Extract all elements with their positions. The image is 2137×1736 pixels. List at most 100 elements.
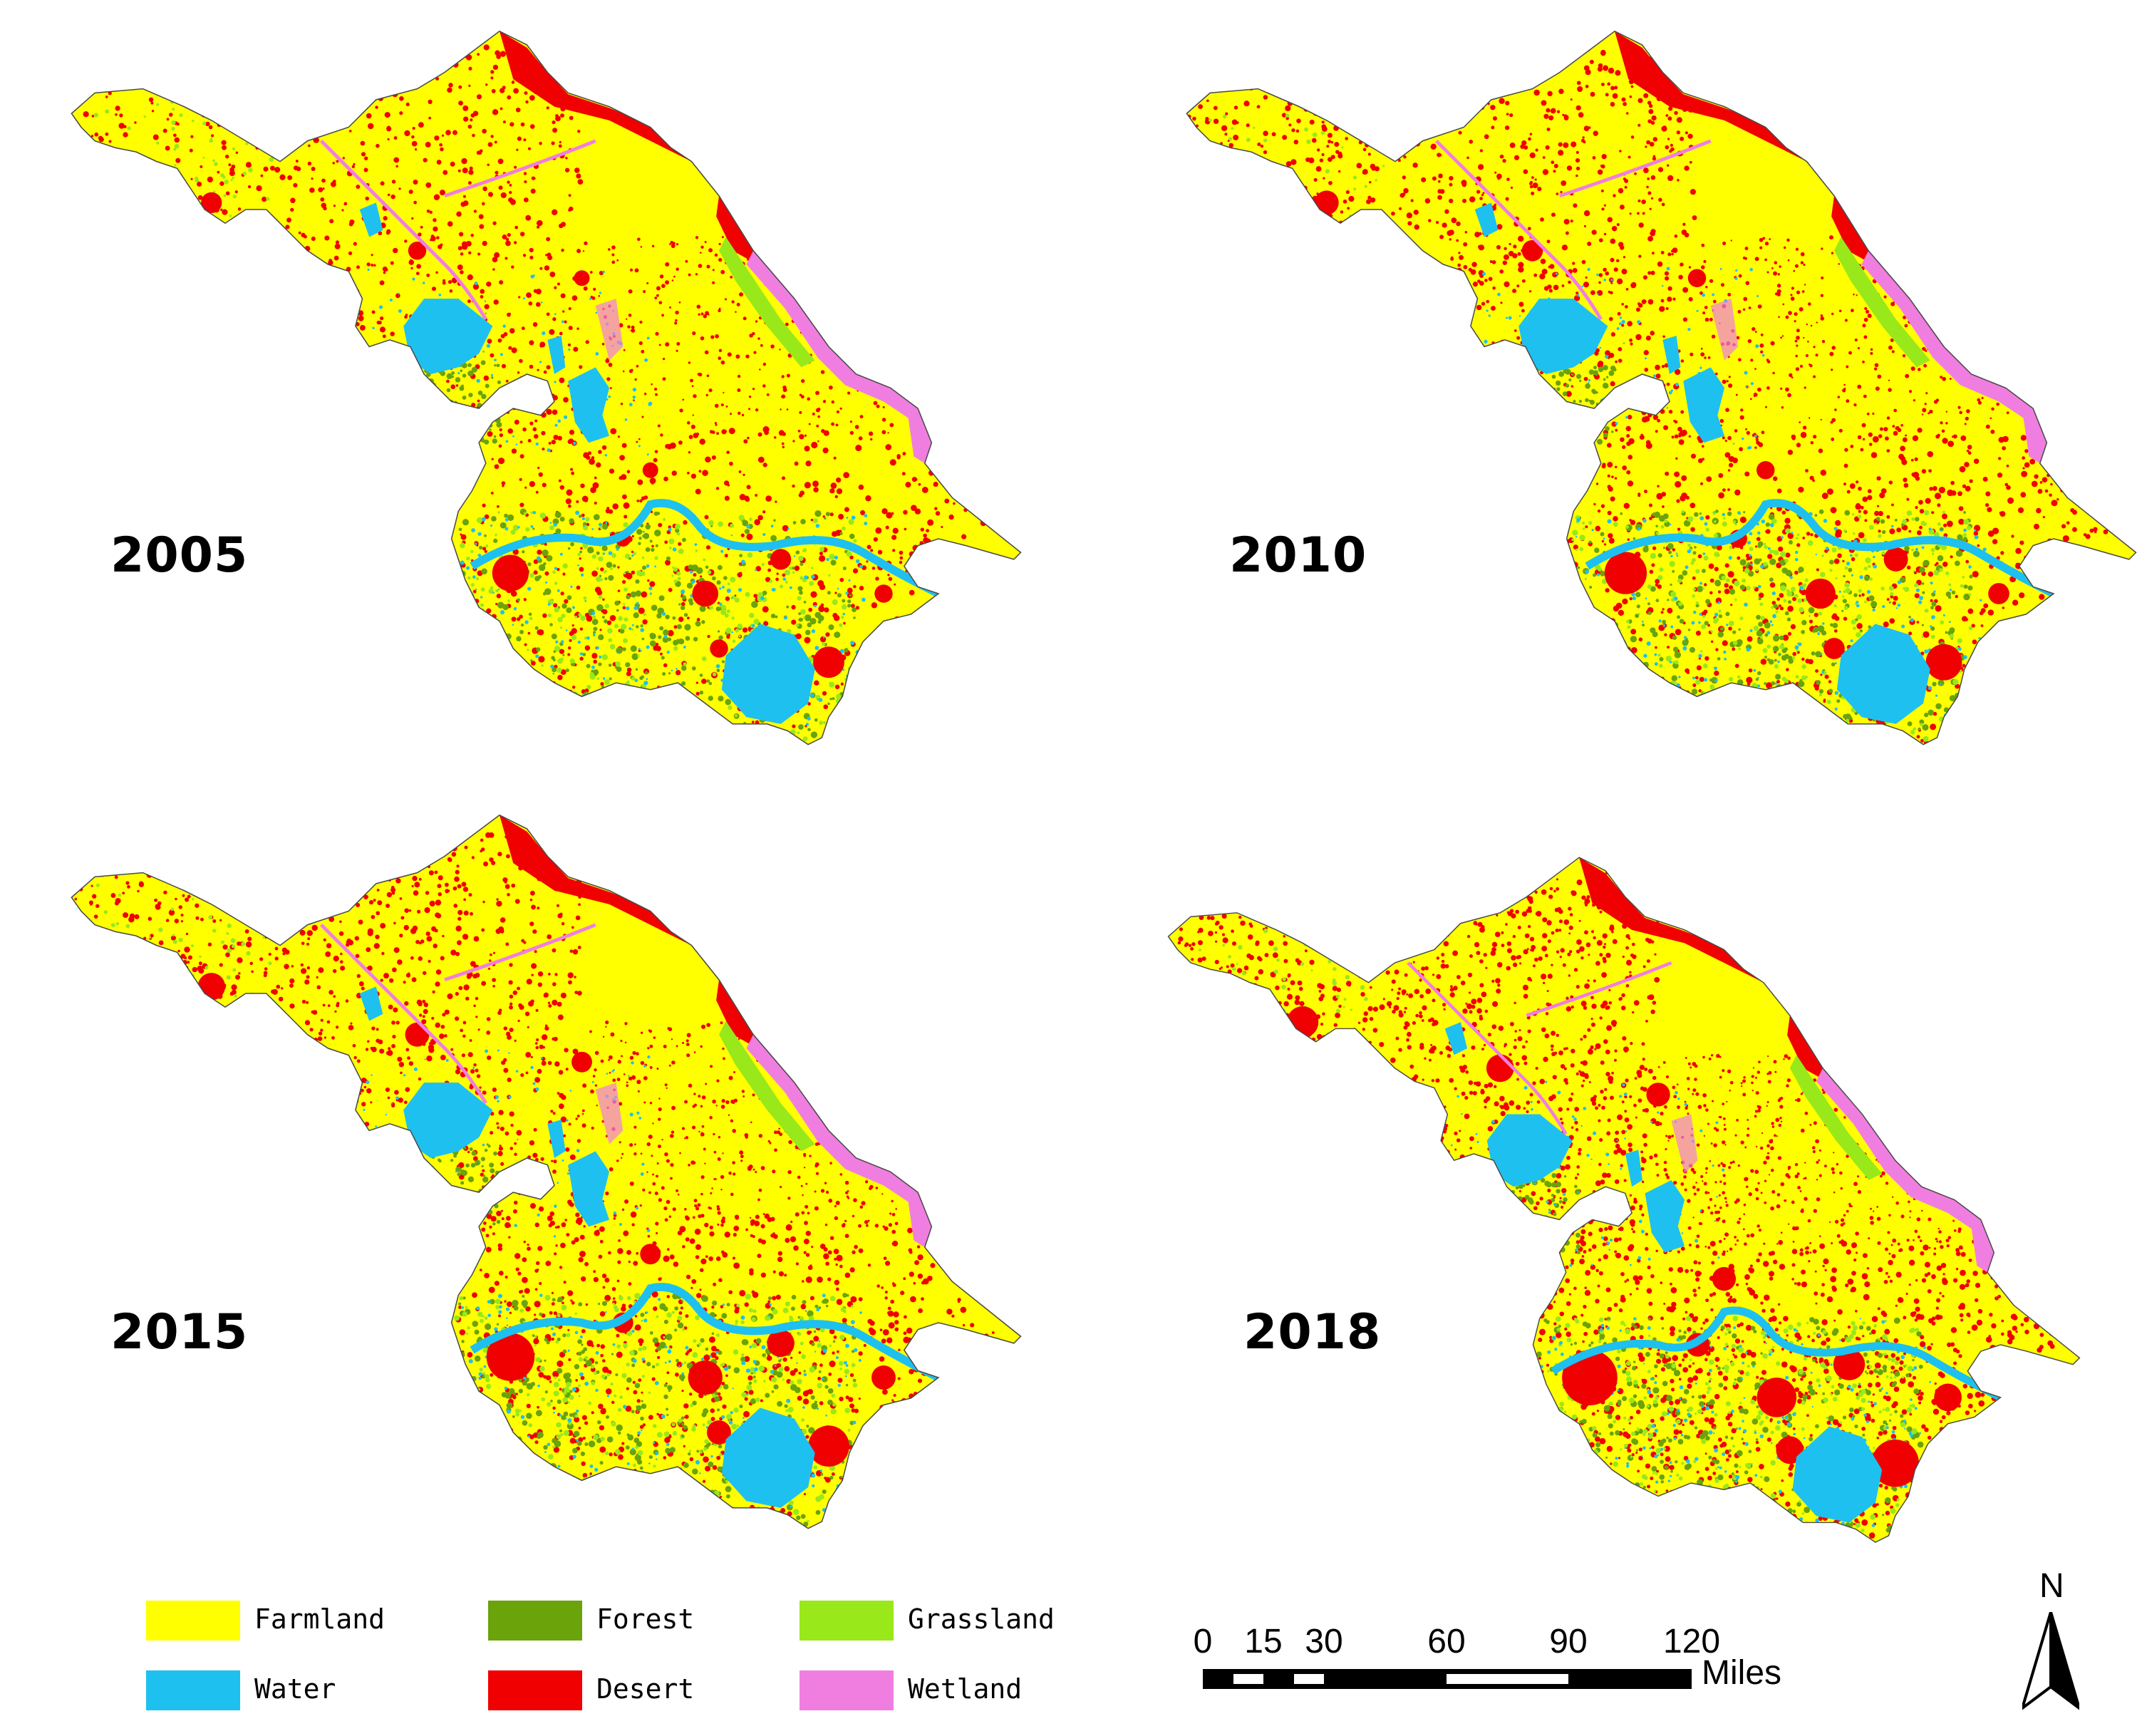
urban-cluster (1646, 1083, 1670, 1107)
scale-tick-label: 15 (1244, 1623, 1283, 1660)
canal (1559, 139, 1712, 198)
map-panel-2018: 2018 (1154, 848, 2137, 1611)
lake (547, 1120, 566, 1158)
canal (1526, 961, 1672, 1018)
urban-cluster (1883, 547, 1908, 572)
urban-cluster (692, 580, 719, 607)
urban-cluster (1604, 552, 1647, 594)
urban-cluster (1823, 638, 1845, 659)
province-landcover-map (1186, 30, 2137, 745)
urban-cluster (201, 192, 222, 214)
legend-label: Desert (596, 1673, 695, 1705)
province-landcover-map (1167, 857, 2081, 1544)
urban-cluster (1956, 1419, 1992, 1455)
canal (320, 140, 487, 321)
river (1585, 499, 2056, 598)
urban-cluster (1314, 190, 1339, 215)
coastal-desert (716, 195, 757, 264)
legend-label: Forest (596, 1603, 695, 1635)
lake (1683, 367, 1724, 443)
urban-cluster (710, 639, 728, 658)
coastal-desert (1831, 195, 1873, 264)
coastal-desert (1615, 31, 1807, 162)
urban-cluster (1756, 461, 1775, 480)
coastal-desert (500, 31, 692, 162)
wetland-patch (1710, 299, 1739, 361)
urban-cluster (486, 1333, 535, 1381)
coastal-grassland (1834, 237, 1930, 368)
canal (444, 139, 596, 198)
map-panel-2005: 2005 (57, 21, 1069, 784)
urban-cluster (640, 1244, 661, 1265)
coastal-grassland (1789, 1055, 1883, 1180)
urban-cluster (767, 1329, 795, 1358)
year-label: 2015 (110, 1304, 249, 1360)
urban-cluster (1687, 269, 1707, 287)
lake (359, 986, 383, 1021)
urban-cluster (1805, 578, 1836, 609)
lake (403, 299, 493, 374)
urban-cluster (813, 646, 844, 678)
urban-cluster (1521, 239, 1543, 262)
urban-cluster (1833, 1348, 1866, 1380)
urban-cluster (197, 973, 225, 1001)
urban-cluster (1486, 1054, 1514, 1083)
coastal-desert (716, 979, 757, 1048)
urban-cluster (574, 270, 590, 286)
north-letter: N (2039, 1567, 2064, 1605)
province-boundary (71, 814, 1022, 1529)
lake (1444, 1022, 1468, 1055)
canal (1435, 140, 1603, 321)
province-landcover-map (71, 30, 1022, 745)
year-label: 2005 (110, 527, 249, 584)
lake (1518, 299, 1608, 374)
scale-tick-label: 120 (1662, 1623, 1721, 1660)
coastal-grassland (719, 1021, 815, 1152)
province-landcover-map (71, 814, 1022, 1529)
lake (1645, 1179, 1685, 1253)
scale-tick-label: 30 (1305, 1623, 1343, 1660)
canal (320, 924, 487, 1105)
province-boundary (71, 30, 1022, 745)
urban-cluster (707, 1420, 731, 1445)
lake (1836, 624, 1930, 724)
urban-cluster (874, 584, 893, 603)
lake (359, 202, 383, 237)
north-arrow-icon (2022, 1612, 2079, 1710)
map-panel-2010: 2010 (1172, 21, 2137, 784)
urban-cluster (571, 1051, 592, 1073)
coastal-desert (500, 815, 692, 946)
urban-cluster (1871, 1440, 1919, 1487)
lake (568, 367, 609, 443)
legend-label: Farmland (254, 1603, 386, 1635)
province-boundary (1186, 30, 2137, 745)
year-label: 2018 (1243, 1304, 1382, 1360)
lake (568, 1151, 609, 1227)
river (470, 1283, 941, 1382)
legend-swatch (146, 1601, 240, 1641)
urban-cluster (895, 1402, 927, 1435)
urban-cluster (2012, 621, 2040, 649)
lake (1792, 1426, 1883, 1523)
legend-swatch (488, 1601, 582, 1641)
urban-cluster (1988, 583, 2009, 604)
urban-cluster (1756, 1378, 1797, 1417)
canal (1407, 961, 1568, 1135)
scale-bar-graphic (1203, 1669, 1692, 1689)
urban-cluster (770, 549, 792, 570)
legend-swatch (800, 1670, 894, 1710)
lake (1662, 336, 1681, 374)
urban-cluster (408, 242, 427, 260)
legend-label: Wetland (908, 1673, 1023, 1705)
wetland-patch (1671, 1114, 1698, 1174)
lake (547, 336, 566, 374)
urban-cluster (1934, 1383, 1962, 1412)
lake (1625, 1149, 1642, 1187)
coastal-grassland (719, 237, 815, 368)
map-panel-2015: 2015 (57, 805, 1069, 1568)
legend-swatch (800, 1601, 894, 1641)
urban-cluster (492, 554, 529, 591)
legend-label: Water (254, 1673, 336, 1705)
urban-cluster (1562, 1350, 1618, 1405)
desert-speckles (1697, 235, 2012, 445)
